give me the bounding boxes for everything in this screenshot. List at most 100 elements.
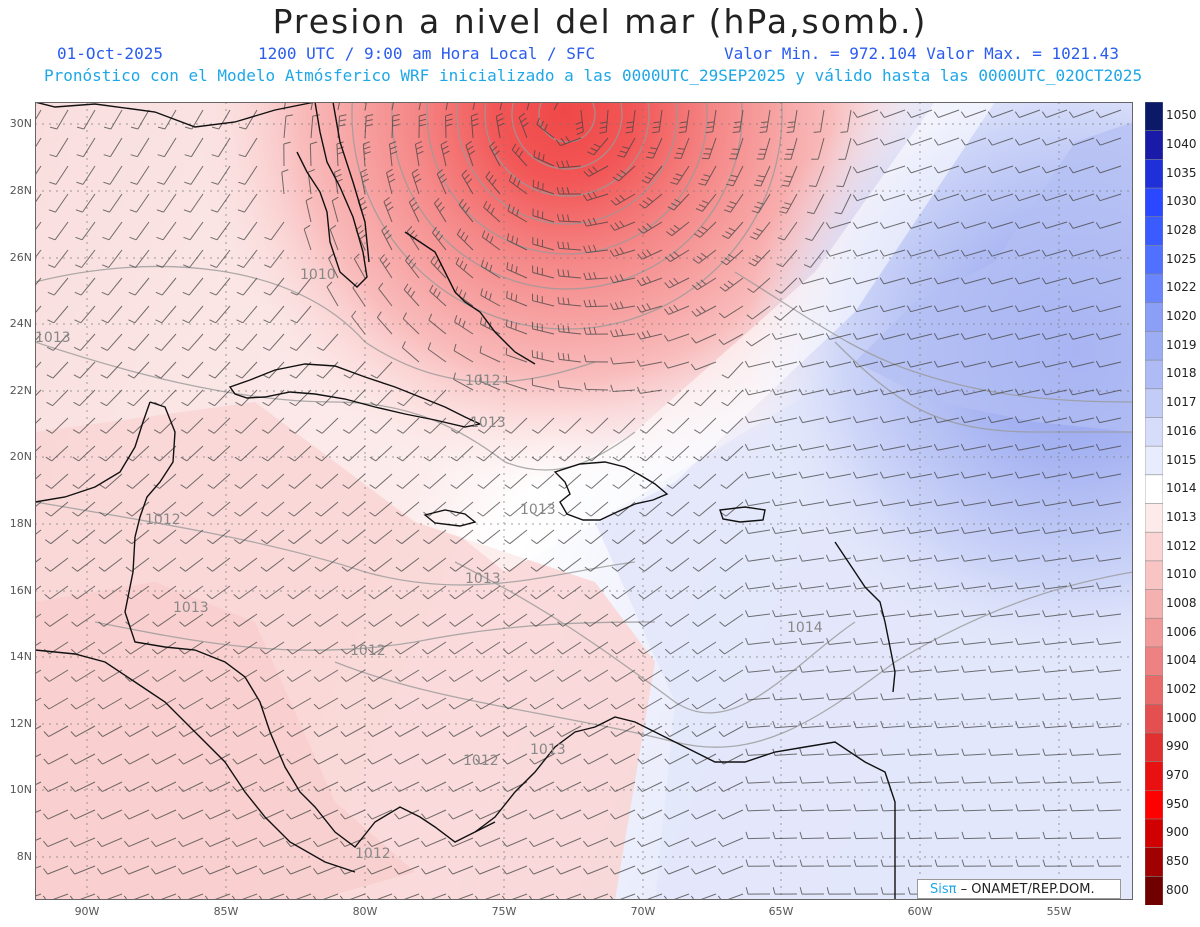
wind-barb	[329, 229, 339, 251]
wind-barb-flag	[906, 499, 911, 507]
wind-barb	[348, 417, 366, 434]
wind-barb-flag	[421, 731, 428, 737]
wind-barb-flag	[584, 566, 591, 572]
wind-barb-flag	[695, 308, 702, 315]
wind-barb-flag	[435, 230, 441, 237]
wind-barb-flag	[502, 703, 509, 710]
wind-barb	[428, 319, 447, 335]
wind-barb	[132, 445, 150, 462]
wind-barb	[305, 200, 312, 223]
wind-barb-flag	[177, 895, 182, 900]
wind-barb	[128, 781, 150, 793]
wind-barb-flag	[646, 276, 652, 283]
color-bar-label: 1025	[1166, 251, 1197, 266]
wind-barb-flag	[285, 114, 293, 117]
wind-barb-flag	[1068, 333, 1074, 340]
wind-barb	[405, 260, 420, 279]
wind-barb-flag	[97, 703, 104, 710]
wind-barb-flag	[1014, 499, 1019, 507]
wind-barb	[158, 893, 177, 900]
map-title: Presion a nivel del mar (hPa,somb.)	[272, 2, 928, 41]
wind-barb	[645, 473, 663, 489]
wind-barb-flag	[693, 429, 701, 434]
isobar-label: 1013	[470, 415, 506, 431]
wind-barb-flag	[359, 201, 366, 207]
wind-barb	[214, 389, 231, 407]
wind-barb-flag	[879, 471, 884, 479]
wind-barb-flag	[45, 484, 52, 489]
wind-barb-flag	[585, 511, 592, 517]
wind-barb-flag	[259, 731, 266, 737]
wind-barb-flag	[988, 720, 992, 728]
wind-barb-flag	[43, 813, 49, 820]
wind-barb	[964, 557, 987, 562]
wind-barb-flag	[836, 185, 844, 188]
wind-barb-flag	[71, 566, 78, 572]
wind-barb-flag	[1015, 582, 1019, 590]
wind-barb	[1072, 221, 1095, 229]
isobar-label: 1012	[465, 373, 501, 389]
wind-barb-flag	[232, 648, 239, 655]
wind-barb-flag	[753, 184, 761, 187]
wind-barb-flag	[798, 526, 803, 534]
wind-barb-flag	[961, 665, 965, 673]
wind-barb	[992, 137, 1014, 146]
wind-barb	[50, 501, 69, 517]
wind-barb-flag	[365, 124, 373, 127]
wind-barb-flag	[666, 511, 673, 517]
wind-barb	[425, 809, 447, 820]
wind-barb-flag	[691, 703, 698, 710]
wind-barb-flag	[504, 511, 511, 517]
wind-barb-flag	[616, 173, 623, 178]
wind-barb-flag	[853, 637, 857, 645]
wind-barb-flag	[557, 539, 565, 545]
wind-barb	[775, 445, 798, 451]
wind-barb-flag	[906, 388, 911, 396]
wind-barb	[499, 102, 503, 111]
wind-barb	[963, 837, 987, 840]
wind-barb	[101, 865, 123, 875]
wind-barb-flag	[461, 202, 467, 210]
wind-barb	[35, 865, 42, 869]
color-bar-label: 800	[1166, 882, 1189, 897]
wind-barb-flag	[565, 136, 571, 143]
wind-barb-flag	[468, 150, 476, 156]
wind-barb-flag	[879, 388, 884, 396]
wind-barb-flag	[745, 887, 749, 895]
wind-barb-flag	[178, 676, 185, 682]
wind-barb-flag	[341, 566, 348, 572]
wind-barb-flag	[458, 289, 463, 297]
wind-barb	[612, 389, 636, 392]
wind-barb-flag	[1095, 277, 1101, 285]
wind-barb	[910, 389, 933, 396]
wind-barb	[47, 781, 69, 793]
wind-barb-flag	[745, 582, 749, 590]
wind-barb-flag	[620, 169, 627, 175]
wind-barb	[506, 837, 528, 848]
wind-barb-flag	[745, 637, 749, 645]
wind-barb-flag	[644, 176, 652, 180]
wind-barb	[157, 585, 177, 600]
wind-barb	[829, 417, 852, 424]
wind-barb-flag	[1068, 554, 1073, 562]
wind-barb-flag	[531, 456, 539, 462]
wind-barb	[937, 193, 960, 202]
wind-barb-flag	[152, 621, 159, 627]
wind-barb-flag	[934, 748, 938, 756]
wind-barb-flag	[420, 868, 427, 875]
wind-barb	[991, 557, 1014, 562]
wind-barb	[1098, 837, 1122, 840]
wind-barb	[50, 893, 69, 900]
wind-barb-flag	[440, 178, 448, 184]
wind-barb	[74, 865, 96, 875]
wind-barb-flag	[103, 126, 112, 130]
wind-barb-flag	[286, 840, 292, 847]
wind-barb	[1098, 781, 1122, 784]
wind-barb	[672, 445, 690, 462]
wind-barb	[829, 697, 852, 701]
wind-barb	[910, 557, 933, 562]
wind-barb	[102, 697, 123, 710]
wind-barb	[1072, 305, 1095, 313]
wind-barb	[349, 389, 366, 407]
wind-barb-flag	[367, 785, 373, 792]
